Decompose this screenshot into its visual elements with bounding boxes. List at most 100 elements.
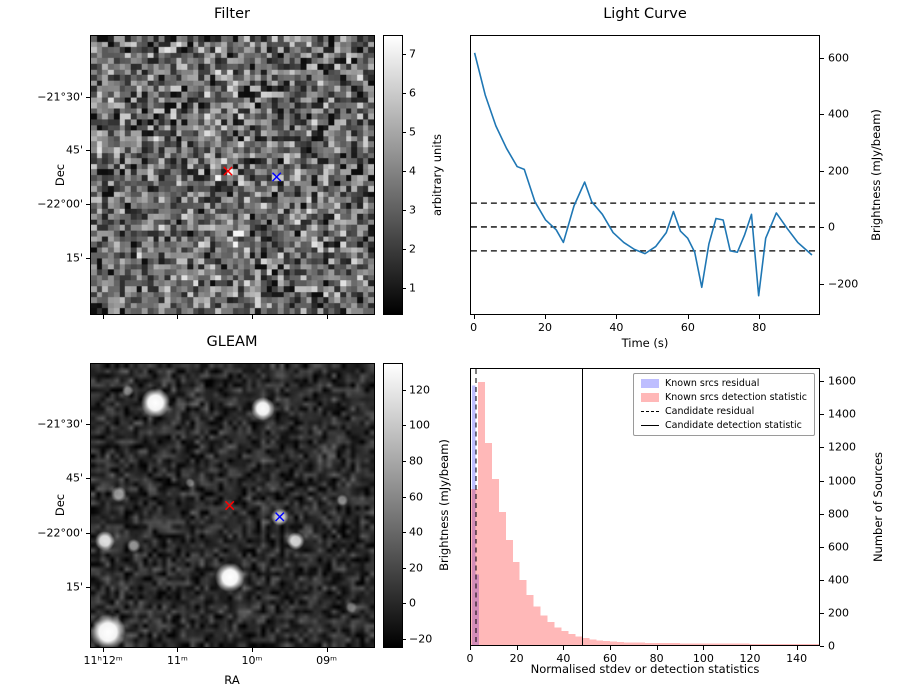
- tick-mark: [103, 315, 105, 319]
- tick-label: 5: [409, 125, 416, 139]
- tick-mark: [326, 648, 328, 652]
- tick-label: 20: [538, 321, 552, 334]
- tick-label: 60: [680, 321, 695, 334]
- histogram-panel: Known srcs residual Known srcs detection…: [470, 368, 820, 646]
- tick-mark: [177, 648, 179, 652]
- gleam-sky-image: [91, 364, 374, 647]
- tick-mark: [403, 54, 406, 56]
- tick-mark: [86, 204, 90, 206]
- tick-label: 60: [603, 652, 617, 665]
- tick-mark: [563, 646, 565, 650]
- legend-blue-patch-icon: [641, 379, 659, 388]
- histogram-xlabel: Normalised stdev or detection statistics: [530, 662, 760, 676]
- tick-mark: [403, 210, 406, 211]
- tick-label: 40: [556, 652, 571, 665]
- tick-label: −22°00': [37, 526, 83, 540]
- legend-label-known-residual: Known srcs residual: [665, 378, 760, 389]
- tick-mark: [86, 586, 90, 588]
- tick-label: 200: [828, 164, 849, 178]
- tick-mark: [820, 546, 824, 548]
- tick-mark: [403, 93, 406, 95]
- tick-mark: [820, 114, 824, 116]
- tick-label: 11ᵐ: [167, 654, 188, 667]
- tick-label: 100: [692, 652, 714, 665]
- gleam-ylabel: Dec: [53, 493, 67, 517]
- tick-mark: [820, 414, 824, 416]
- tick-mark: [820, 646, 824, 647]
- tick-label: 0: [828, 639, 835, 653]
- tick-label: 600: [828, 51, 849, 65]
- legend: Known srcs residual Known srcs detection…: [633, 373, 815, 436]
- tick-mark: [687, 315, 689, 319]
- legend-item-known-detstat: Known srcs detection statistic: [641, 392, 807, 403]
- legend-item-candidate-residual: Candidate residual: [641, 406, 807, 417]
- tick-mark: [86, 150, 90, 152]
- tick-mark: [403, 532, 406, 534]
- tick-label: −22°00': [37, 197, 83, 211]
- tick-mark: [103, 648, 105, 652]
- tick-label: 20: [509, 652, 524, 665]
- filter-title: Filter: [214, 6, 250, 22]
- tick-label: 80: [649, 652, 664, 665]
- tick-mark: [403, 496, 406, 498]
- tick-label: 1000: [828, 474, 856, 488]
- tick-label: 45': [65, 471, 83, 485]
- tick-mark: [820, 381, 824, 383]
- tick-label: 3: [409, 203, 416, 217]
- tick-mark: [86, 478, 90, 480]
- tick-label: 40: [409, 525, 423, 539]
- filter-colorbar-label: arbitrary units: [430, 133, 444, 217]
- filter-image-panel: [90, 35, 375, 315]
- legend-item-known-residual: Known srcs residual: [641, 378, 807, 389]
- filter-ylabel: Dec: [53, 163, 67, 187]
- tick-label: 1600: [828, 374, 856, 388]
- legend-pink-patch-icon: [641, 393, 659, 402]
- tick-label: 400: [828, 107, 849, 121]
- tick-label: 200: [828, 606, 849, 620]
- tick-mark: [820, 283, 824, 285]
- tick-label: 0: [409, 596, 416, 610]
- tick-label: 11ʰ12ᵐ: [83, 654, 123, 667]
- tick-label: 09ᵐ: [316, 654, 337, 667]
- tick-mark: [326, 315, 328, 319]
- filter-colorbar: [383, 35, 403, 315]
- tick-mark: [820, 480, 824, 482]
- tick-label: 15': [65, 251, 83, 265]
- tick-label: 45': [65, 143, 83, 157]
- light-curve-ylabel: Brightness (mJy/beam): [869, 109, 883, 241]
- tick-mark: [759, 315, 761, 319]
- tick-mark: [820, 227, 824, 229]
- light-curve-title: Light Curve: [603, 6, 687, 22]
- tick-label: 140: [786, 652, 808, 665]
- tick-label: 80: [409, 454, 423, 468]
- tick-mark: [86, 532, 90, 534]
- histogram-ylabel: Number of Sources: [871, 451, 885, 563]
- tick-label: 800: [828, 507, 849, 521]
- tick-label: 0: [466, 652, 474, 665]
- light-curve-plot: [471, 52, 819, 297]
- tick-label: 1: [409, 281, 416, 295]
- legend-label-known-detstat: Known srcs detection statistic: [665, 392, 807, 403]
- legend-solid-line-icon: [641, 425, 659, 426]
- tick-label: 120: [409, 383, 430, 397]
- tick-mark: [820, 57, 824, 59]
- tick-label: 1400: [828, 407, 856, 421]
- tick-mark: [177, 315, 179, 319]
- gleam-xlabel: RA: [224, 673, 240, 687]
- tick-mark: [403, 460, 406, 462]
- tick-mark: [403, 567, 406, 569]
- tick-mark: [403, 639, 406, 641]
- tick-mark: [703, 646, 705, 650]
- gleam-colorbar-label: Brightness (mJy/beam): [437, 439, 451, 571]
- tick-mark: [473, 315, 475, 319]
- light-curve-panel: [470, 35, 820, 315]
- tick-mark: [820, 612, 824, 614]
- tick-label: −21°30': [37, 90, 83, 104]
- tick-mark: [545, 315, 546, 319]
- gleam-colorbar: [383, 363, 403, 648]
- tick-label: −20: [409, 632, 433, 646]
- tick-label: 2: [409, 242, 416, 256]
- light-curve-xlabel: Time (s): [621, 336, 669, 350]
- tick-mark: [86, 257, 90, 259]
